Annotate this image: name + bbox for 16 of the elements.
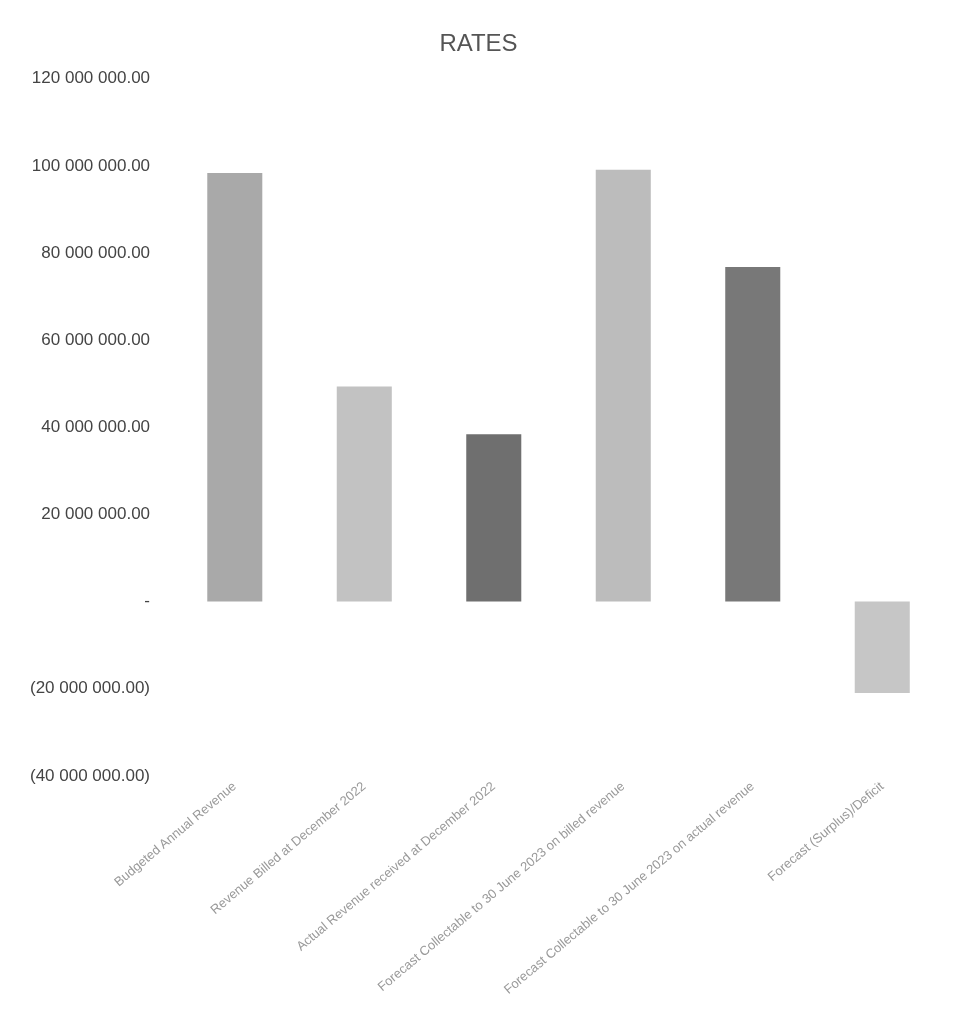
bar <box>725 267 781 602</box>
y-tick-label: (40 000 000.00) <box>29 765 151 785</box>
y-tick-label: (20 000 000.00) <box>29 678 151 698</box>
bar <box>466 434 522 602</box>
chart-title: RATES <box>439 29 518 57</box>
y-tick-label: - <box>144 591 151 611</box>
bar <box>595 169 651 602</box>
bar <box>207 172 263 602</box>
y-tick-label: 60 000 000.00 <box>41 329 151 349</box>
bar <box>336 386 392 602</box>
y-tick-label: 20 000 000.00 <box>41 504 151 524</box>
y-tick-label: 120 000 000.00 <box>31 68 151 88</box>
bar <box>854 601 910 694</box>
y-tick-label: 100 000 000.00 <box>31 155 151 175</box>
y-tick-label: 40 000 000.00 <box>41 417 151 437</box>
y-tick-label: 80 000 000.00 <box>41 242 151 262</box>
